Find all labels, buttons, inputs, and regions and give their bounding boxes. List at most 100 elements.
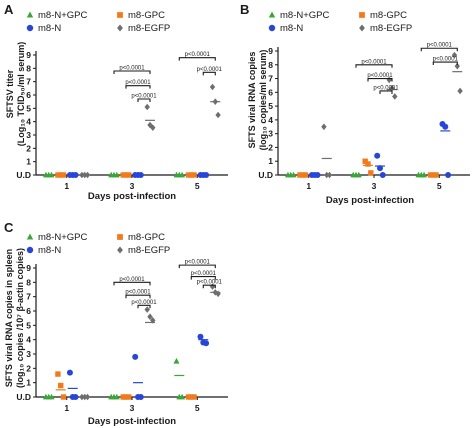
x-tick-label: 3 <box>130 181 135 191</box>
data-point-m8-N <box>72 394 79 400</box>
data-point-m8-EGFP <box>82 171 88 179</box>
bracket-line <box>202 284 216 289</box>
legend-marker-m8-N <box>26 246 34 254</box>
panel-letter: B <box>240 2 249 17</box>
data-point-m8-GPC <box>430 172 436 178</box>
data-point-m8-N+GPC <box>173 357 180 364</box>
legend-label: m8-N <box>280 23 303 34</box>
data-point-m8-N <box>374 152 381 159</box>
data-point-m8-N <box>379 172 386 178</box>
data-point-m8-GPC <box>427 172 434 178</box>
data-point-m8-EGFP <box>215 111 221 119</box>
significance-bracket: p<0.0001 <box>420 43 458 52</box>
bracket-line <box>420 47 458 52</box>
data-point-m8-N <box>445 172 452 178</box>
y-tick-label: 7 <box>268 74 273 84</box>
data-point-m8-N <box>137 394 144 400</box>
y-tick-label: 6 <box>26 306 31 316</box>
bracket-line <box>367 78 393 82</box>
y-tick-label: 3 <box>26 349 31 359</box>
data-point-m8-EGFP <box>84 393 91 401</box>
legend-marker-m8-EGFP <box>117 24 123 32</box>
data-point-m8-GPC <box>188 394 194 400</box>
bracket-line <box>355 64 393 68</box>
p-value-label: p<0.0001 <box>185 52 211 58</box>
bracket-line <box>125 85 151 89</box>
data-point-m8-GPC <box>58 172 64 178</box>
significance-bracket: p<0.0001 <box>355 59 393 68</box>
legend-marker-m8-EGFP <box>117 246 123 254</box>
data-point-m8-N+GPC <box>48 171 55 178</box>
significance-bracket: p<0.0001 <box>197 67 223 76</box>
significance-bracket: p<0.0001 <box>191 271 217 280</box>
y-axis-title-line-2: (log₁₀ copies /10⁷ β-actin copies) <box>15 248 25 388</box>
y-tick-label: 8 <box>26 63 31 73</box>
y-tick-label: 8 <box>26 277 31 287</box>
p-value-label: p<0.0001 <box>119 277 145 283</box>
legend-label: m8-N <box>38 245 61 256</box>
data-point-m8-GPC <box>185 394 192 400</box>
p-value-label: p<0.0001 <box>125 80 151 86</box>
data-point-m8-GPC <box>191 394 197 400</box>
data-point-m8-EGFP <box>144 306 150 313</box>
y-tick-label: 3 <box>268 129 273 139</box>
significance-bracket: p<0.0001 <box>178 52 216 61</box>
y-axis-title-line-1: SFTS viral RNA copies <box>247 52 257 149</box>
p-value-label: p<0.0001 <box>125 290 151 296</box>
legend: m8-N+GPC m8-GPC m8-N m8-EGFP <box>26 10 170 34</box>
significance-bracket: p<0.0001 <box>125 290 151 299</box>
x-tick-label: 1 <box>306 181 311 191</box>
legend-marker-m8-N <box>268 24 276 32</box>
data-point-m8-GPC <box>126 394 132 400</box>
data-point-m8-EGFP <box>82 393 88 401</box>
y-tick-label: 5 <box>268 101 273 111</box>
legend-marker-m8-N <box>26 24 34 32</box>
data-point-m8-EGFP <box>451 51 458 59</box>
significance-bracket: p<0.0001 <box>373 85 399 94</box>
panel-b: B SFTS viral RNA copies (log₁₀ copies/ml… <box>240 2 470 206</box>
bracket-line <box>202 71 216 76</box>
y-tick-label: 7 <box>26 292 31 302</box>
data-point-m8-GPC <box>368 170 374 176</box>
bracket-line <box>432 61 458 66</box>
data-point-m8-GPC <box>123 172 129 178</box>
y-tick-label: 6 <box>268 87 273 97</box>
data-point-m8-GPC <box>300 172 306 178</box>
p-value-label: p<0.0001 <box>197 280 223 286</box>
legend-marker-m8-N+GPC <box>26 233 34 240</box>
legend-marker-m8-GPC <box>359 12 365 18</box>
significance-bracket: p<0.0001 <box>197 280 223 289</box>
legend-marker-m8-EGFP <box>359 24 365 32</box>
data-point-m8-GPC <box>60 394 67 400</box>
significance-bracket: p<0.0001 <box>367 73 393 82</box>
y-tick-label: U.D <box>16 392 31 402</box>
x-tick-label: 1 <box>64 181 69 191</box>
data-point-m8-N+GPC <box>113 393 120 400</box>
y-tick-label: 4 <box>26 117 31 127</box>
x-axis-title: Days post-infection <box>326 195 414 206</box>
data-point-m8-GPC <box>120 172 126 178</box>
x-tick-label: 3 <box>130 403 135 413</box>
data-point-m8-EGFP <box>326 171 333 179</box>
data-point-m8-GPC <box>58 382 64 389</box>
bracket-line <box>178 57 216 61</box>
y-axis-title-line-1: SFTS viral RNA copies in spleen <box>4 249 14 387</box>
data-point-m8-N+GPC <box>179 171 186 178</box>
data-point-m8-GPC <box>55 371 61 377</box>
y-tick-label: U.D <box>258 170 273 180</box>
data-point-m8-N+GPC <box>113 171 120 178</box>
p-value-label: p<0.0001 <box>361 59 387 65</box>
data-point-m8-N+GPC <box>290 171 297 178</box>
data-point-m8-EGFP <box>79 393 85 401</box>
bracket-line <box>137 98 151 102</box>
y-tick-label: 1 <box>26 157 31 167</box>
data-point-m8-N <box>66 369 73 376</box>
legend-label: m8-EGFP <box>128 23 170 34</box>
data-point-m8-N+GPC <box>355 171 362 178</box>
data-point-m8-EGFP <box>457 87 463 95</box>
data-point-m8-EGFP <box>209 83 216 91</box>
legend-marker-m8-N+GPC <box>26 11 34 18</box>
p-value-label: p<0.0001 <box>433 57 459 63</box>
significance-bracket: p<0.0001 <box>131 300 157 309</box>
